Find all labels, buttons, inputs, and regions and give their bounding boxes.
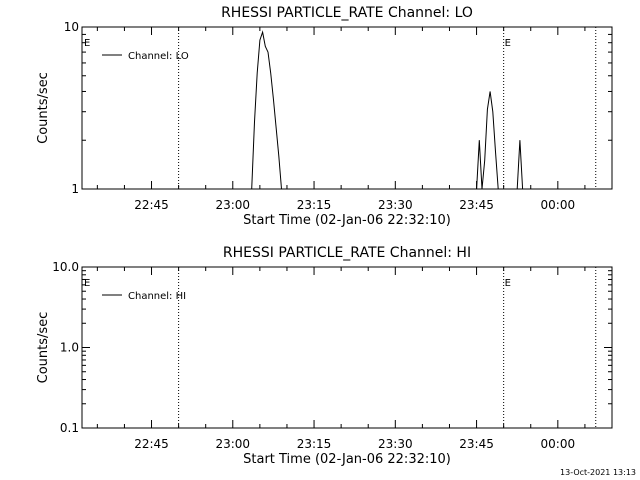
y-axis-label: Counts/sec: [36, 72, 51, 144]
y-tick-label: 1: [71, 182, 79, 196]
legend-entry: Channel: LO: [128, 51, 189, 62]
x-tick-label: 23:00: [215, 437, 250, 451]
x-tick-label: 00:00: [541, 437, 576, 451]
event-line-label: E: [505, 38, 511, 49]
x-tick-label: 22:45: [134, 437, 169, 451]
x-tick-label: 23:15: [297, 198, 332, 212]
footer-timestamp: 13-Oct-2021 13:13: [560, 468, 636, 477]
series-line: [251, 30, 524, 190]
start-event-marker: E: [84, 278, 90, 289]
start-event-marker: E: [84, 38, 90, 49]
x-tick-label: 23:15: [297, 437, 332, 451]
y-tick-label: 0.1: [60, 421, 79, 435]
x-tick-label: 23:00: [215, 198, 250, 212]
x-tick-label: 23:30: [378, 437, 413, 451]
event-line-label: E: [505, 278, 511, 289]
chart-panel-hi: RHESSI PARTICLE_RATE Channel: HI 0.1 1.0 10…: [36, 245, 613, 467]
y-tick-label: 10: [64, 20, 79, 34]
x-tick-label: 23:45: [459, 437, 494, 451]
x-axis-label: Start Time (02-Jan-06 22:32:10): [243, 213, 451, 228]
x-tick-label: 22:45: [134, 198, 169, 212]
y-tick-label: 1.0: [60, 341, 79, 355]
chart-title: RHESSI PARTICLE_RATE Channel: LO: [221, 5, 473, 21]
x-tick-label: 23:30: [378, 198, 413, 212]
legend-entry: Channel: HI: [128, 291, 186, 302]
x-tick-label: 23:45: [459, 198, 494, 212]
x-axis-label: Start Time (02-Jan-06 22:32:10): [243, 452, 451, 467]
chart-panel-lo: RHESSI PARTICLE_RATE Channel: LO 1 10 22:45…: [36, 5, 613, 228]
chart-title: RHESSI PARTICLE_RATE Channel: HI: [223, 245, 471, 261]
y-axis-label: Counts/sec: [36, 312, 51, 384]
x-tick-label: 00:00: [541, 198, 576, 212]
y-tick-label: 10.0: [52, 260, 79, 274]
